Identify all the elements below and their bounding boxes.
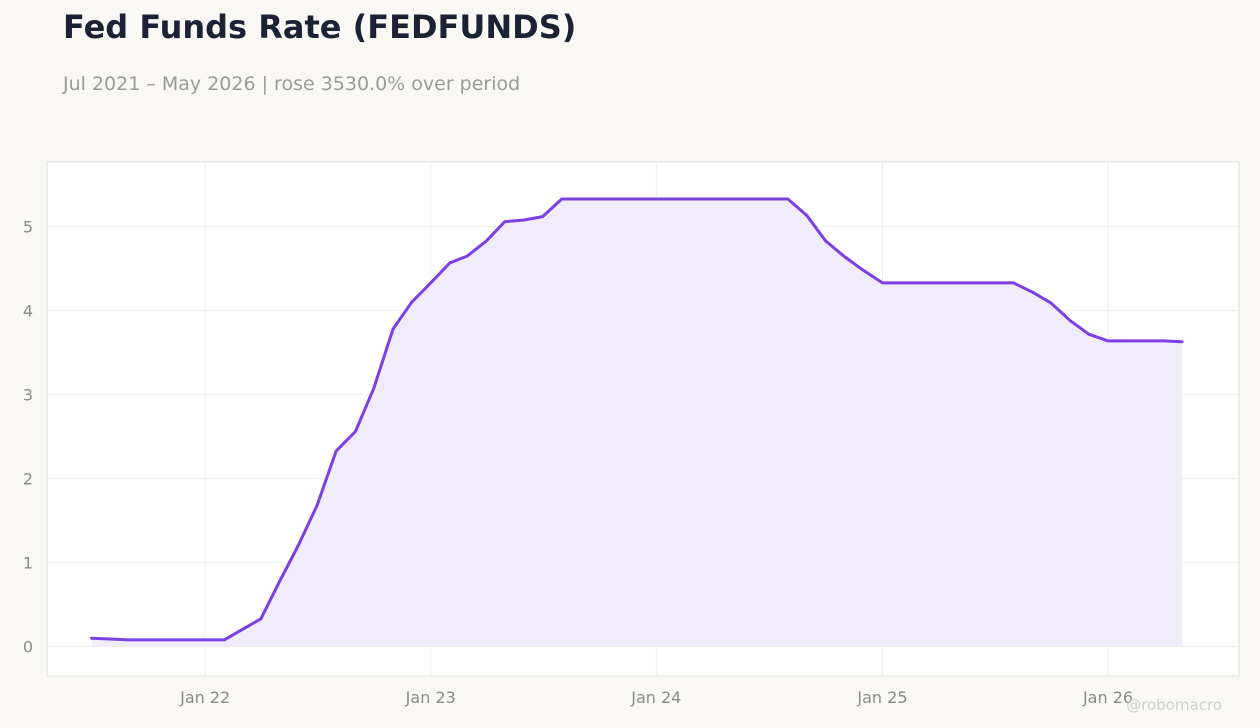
chart-title: Fed Funds Rate (FEDFUNDS) bbox=[63, 8, 577, 46]
watermark: @robomacro bbox=[1126, 696, 1222, 714]
y-tick-label: 2 bbox=[23, 470, 33, 489]
x-tick-label: Jan 23 bbox=[405, 688, 456, 707]
x-tick-label: Jan 25 bbox=[856, 688, 907, 707]
y-tick-label: 4 bbox=[23, 302, 33, 321]
y-tick-label: 1 bbox=[23, 554, 33, 573]
y-tick-label: 5 bbox=[23, 218, 33, 237]
series-line bbox=[90, 197, 1184, 642]
x-tick-label: Jan 26 bbox=[1082, 688, 1133, 707]
y-tick-label: 0 bbox=[23, 638, 33, 657]
x-tick-label: Jan 22 bbox=[179, 688, 230, 707]
y-tick-label: 3 bbox=[23, 386, 33, 405]
x-tick-label: Jan 24 bbox=[630, 688, 681, 707]
series-area bbox=[91, 199, 1183, 647]
chart-subtitle: Jul 2021 – May 2026 | rose 3530.0% over … bbox=[63, 73, 521, 95]
axis-ticks: 0 1 2 3 4 5 Jan 22 Jan 23 Jan 24 Jan 25 Jan 26 bbox=[23, 218, 1133, 707]
